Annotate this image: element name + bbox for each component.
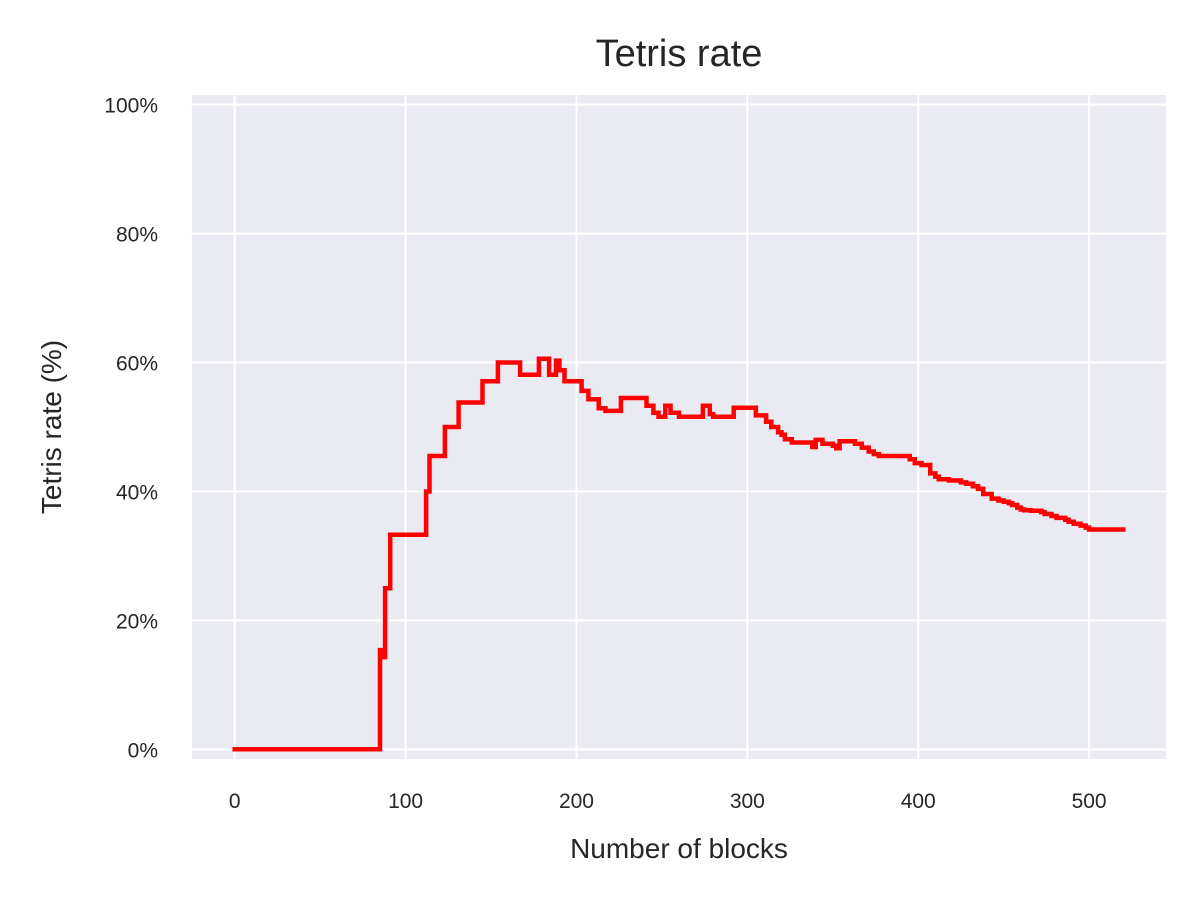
x-axis-label: Number of blocks: [570, 833, 788, 864]
y-tick-label: 60%: [116, 353, 158, 376]
y-axis-ticks: 0% 20% 40% 60% 80% 100%: [104, 95, 158, 763]
x-tick-label: 0: [229, 790, 241, 813]
y-tick-label: 80%: [116, 224, 158, 247]
y-tick-label: 40%: [116, 481, 158, 504]
x-tick-label: 200: [559, 790, 594, 813]
y-tick-label: 20%: [116, 610, 158, 633]
y-axis-label: Tetris rate (%): [36, 340, 67, 514]
x-axis-ticks: 0 100 200 300 400 500: [229, 790, 1107, 813]
x-tick-label: 100: [388, 790, 423, 813]
x-tick-label: 300: [730, 790, 765, 813]
chart-title: Tetris rate: [596, 33, 763, 75]
series-layer: [232, 356, 1126, 752]
x-tick-label: 500: [1072, 790, 1107, 813]
plot-background: [192, 95, 1166, 759]
series-line: [232, 356, 1126, 752]
x-tick-label: 400: [901, 790, 936, 813]
y-tick-label: 100%: [104, 95, 158, 118]
y-tick-label: 0%: [128, 739, 158, 762]
